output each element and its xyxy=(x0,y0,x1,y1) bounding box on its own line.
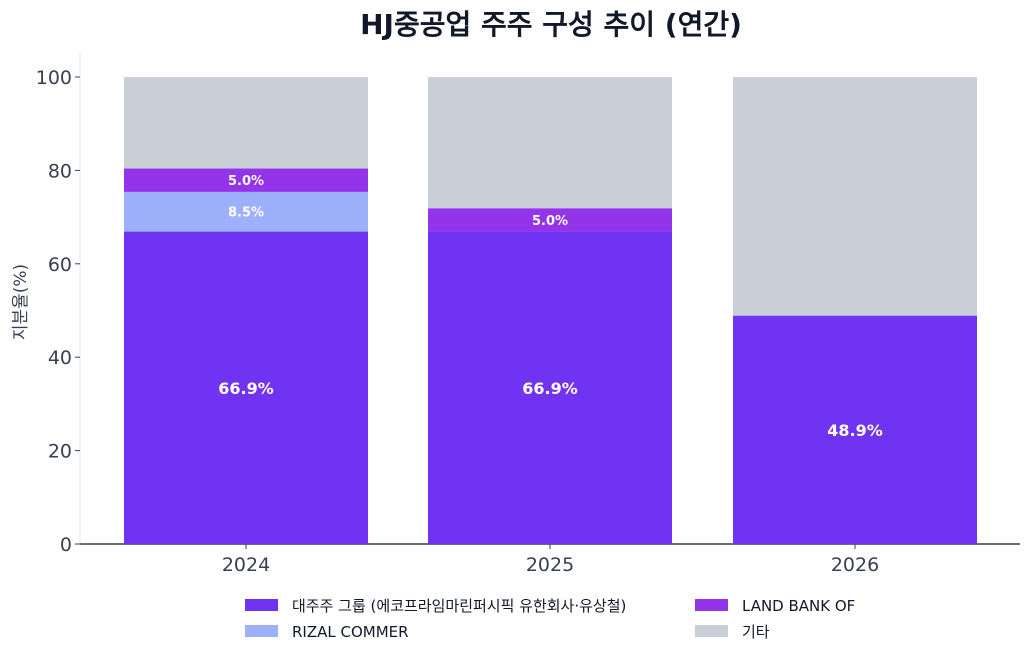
data-label: 5.0% xyxy=(228,174,264,189)
bar-segment xyxy=(124,168,368,192)
data-label: 66.9% xyxy=(522,379,578,398)
legend-label: RIZAL COMMER xyxy=(292,623,409,641)
data-label: 8.5% xyxy=(228,206,264,221)
y-axis-label: 지분율(%) xyxy=(11,264,31,340)
legend-swatch xyxy=(695,599,728,611)
bar-segment xyxy=(124,231,368,544)
y-tick-label: 100 xyxy=(36,67,72,89)
y-tick-label: 40 xyxy=(48,347,72,369)
legend-label: LAND BANK OF xyxy=(742,597,855,615)
legend-label: 대주주 그룹 (에코프라임마린퍼시픽 유한회사·유상철) xyxy=(292,597,626,615)
legend-label: 기타 xyxy=(742,623,770,641)
legend-swatch xyxy=(695,625,728,637)
legend: 대주주 그룹 (에코프라임마린퍼시픽 유한회사·유상철) RIZAL COMMER… xyxy=(245,597,855,641)
bar-segment xyxy=(124,77,368,169)
y-tick-label: 60 xyxy=(48,254,72,276)
y-tick-label: 0 xyxy=(60,534,72,556)
y-tick-label: 80 xyxy=(48,160,72,182)
bar-segment xyxy=(124,191,368,232)
x-tick-label: 2026 xyxy=(831,554,879,576)
bar-segment xyxy=(428,231,672,544)
bar-segment xyxy=(428,208,672,232)
legend-swatch xyxy=(245,625,278,637)
x-tick-label: 2024 xyxy=(222,554,270,576)
x-tick-label: 2025 xyxy=(526,554,574,576)
data-label: 66.9% xyxy=(218,379,274,398)
data-label: 5.0% xyxy=(532,214,568,229)
legend-swatch xyxy=(245,599,278,611)
bar-segment xyxy=(733,315,977,544)
chart-title: HJ중공업 주주 구성 추이 (연간) xyxy=(360,8,742,41)
bar-segment xyxy=(733,77,977,316)
bar-segment xyxy=(428,77,672,209)
plot-area: 0 20 40 60 80 100 66.9% 8.5% 5.0% 2024 66.9% 5.0% 20… xyxy=(36,52,1020,576)
y-tick-label: 20 xyxy=(48,441,72,463)
data-label: 48.9% xyxy=(827,421,883,440)
